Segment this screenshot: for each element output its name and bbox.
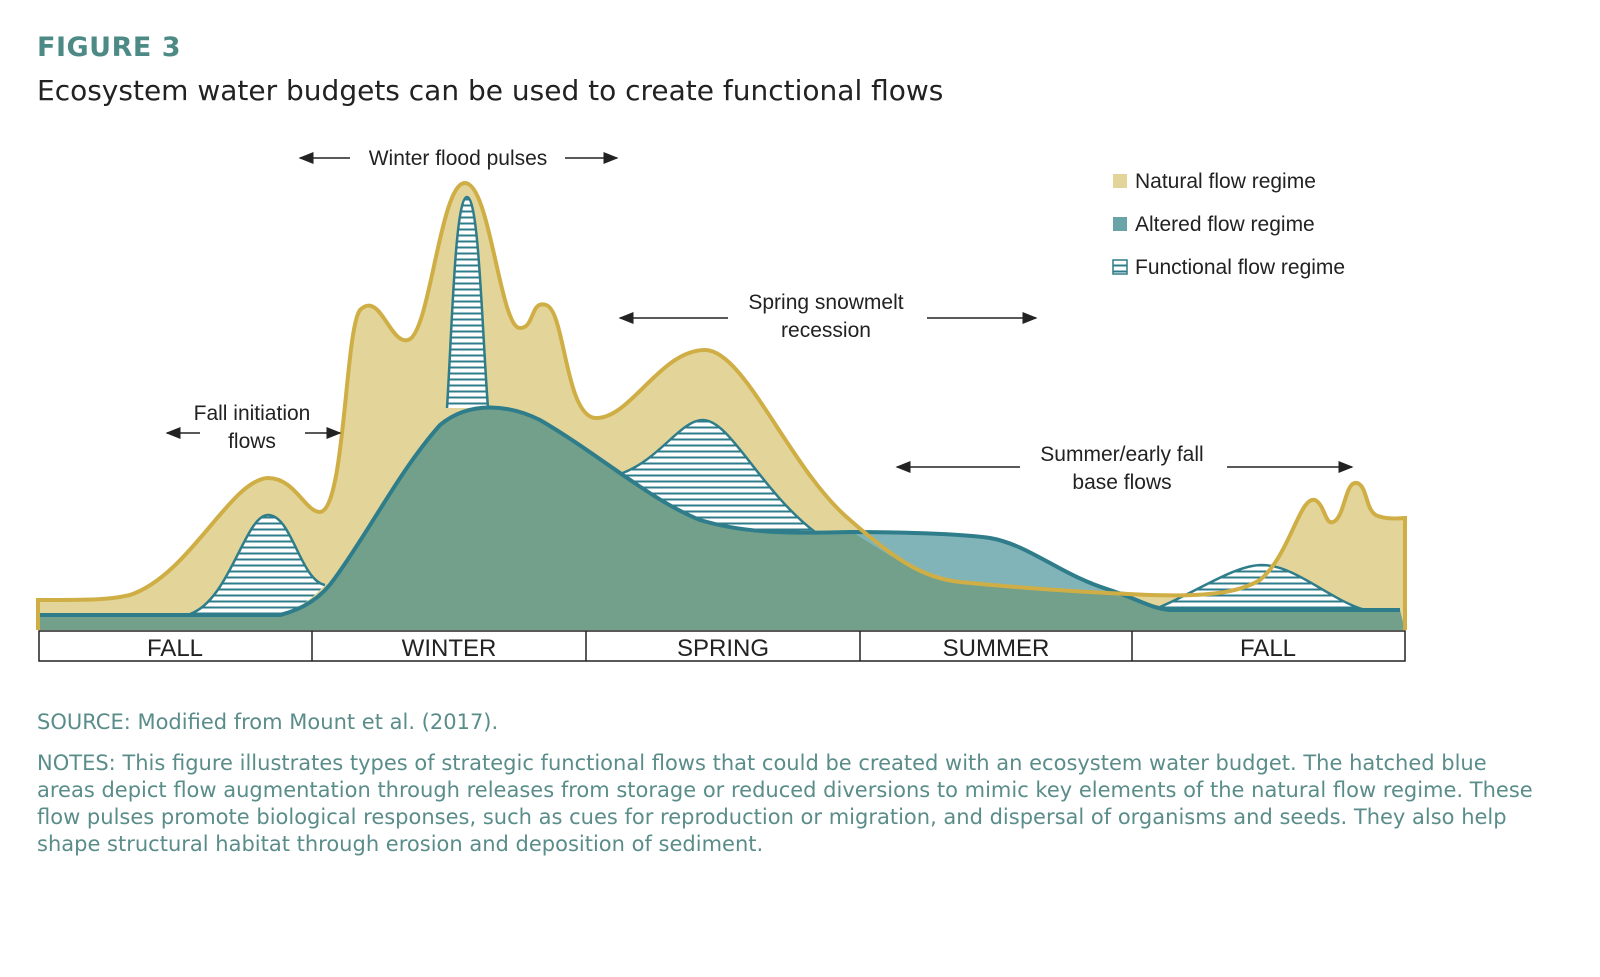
- legend-swatch: [1113, 217, 1127, 231]
- notes: NOTES: This figure illustrates types of …: [37, 751, 1533, 856]
- annotation: flows: [228, 430, 276, 453]
- annotation: Winter flood pulses: [369, 147, 548, 170]
- season-dividers: [311, 631, 1133, 661]
- figure-title: Ecosystem water budgets can be used to c…: [37, 74, 944, 107]
- annotation: recession: [781, 319, 871, 342]
- annotation-arrows: [165, 152, 1354, 473]
- annotation: Summer/early fall: [1040, 443, 1203, 466]
- legend-label: Functional flow regime: [1135, 256, 1345, 279]
- natural-line: [36, 180, 1407, 630]
- season-label: FALL: [1240, 635, 1296, 662]
- season-label: SPRING: [677, 635, 769, 662]
- annotation: Fall initiation: [194, 402, 311, 425]
- figure-label: FIGURE 3: [37, 32, 181, 63]
- functional-outline: [189, 195, 1366, 616]
- annotation: Spring snowmelt: [748, 291, 903, 314]
- season-label: WINTER: [402, 635, 497, 662]
- season-label: SUMMER: [943, 635, 1050, 662]
- diagram: FALL WINTER SPRING SUMMER FALL Winter fl…: [36, 147, 1407, 662]
- legend-swatch: [1113, 174, 1127, 188]
- legend-swatch: [1112, 259, 1128, 275]
- source: SOURCE: Modified from Mount et al. (2017…: [37, 710, 499, 734]
- altered-line: [38, 405, 1400, 617]
- altered-summer-area: [852, 532, 1150, 595]
- functional-area: [1160, 565, 1365, 610]
- season-label: FALL: [147, 635, 203, 662]
- legend-label: Natural flow regime: [1135, 170, 1316, 193]
- legend-label: Altered flow regime: [1135, 213, 1315, 236]
- season-bar: [38, 630, 1406, 662]
- annotation: base flows: [1072, 471, 1171, 494]
